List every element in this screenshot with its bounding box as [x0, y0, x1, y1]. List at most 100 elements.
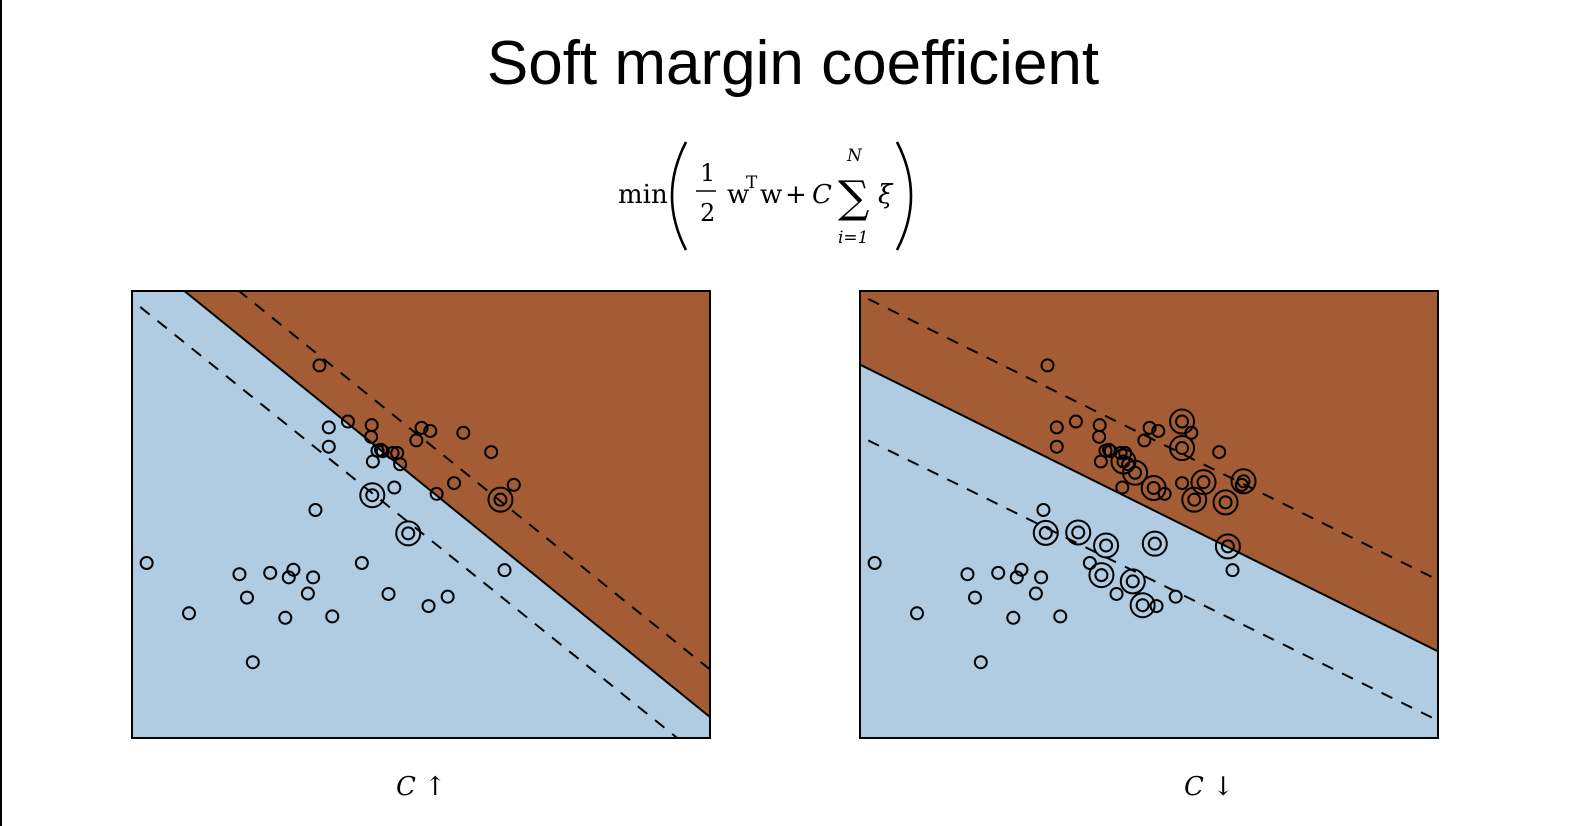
data-point	[321, 420, 336, 435]
data-point	[390, 445, 405, 460]
formula-plus: +	[785, 180, 807, 210]
support-vector-point	[365, 488, 380, 503]
data-point	[423, 423, 438, 438]
support-vector-ring	[395, 520, 422, 547]
data-point	[139, 555, 154, 570]
support-vector-point	[1220, 539, 1235, 554]
data-point	[321, 439, 336, 454]
data-point	[414, 420, 429, 435]
formula-upper-limit: N	[846, 146, 863, 166]
data-point	[1168, 589, 1183, 604]
data-point	[1175, 476, 1190, 491]
data-point	[1036, 503, 1051, 518]
data-point	[429, 486, 444, 501]
margin-upper-line	[867, 298, 1439, 582]
data-point	[232, 567, 247, 582]
support-vector-ring	[1119, 568, 1146, 595]
support-vector-point	[1128, 465, 1143, 480]
data-point	[440, 589, 455, 604]
data-point	[387, 480, 402, 495]
margin-lower-line	[867, 439, 1439, 722]
support-vector-ring	[1129, 592, 1156, 619]
data-point	[1092, 429, 1107, 444]
data-point	[968, 590, 982, 605]
data-point	[1225, 563, 1240, 578]
objective-formula: min 1 2 w T w + C N ∑ i=1 ξ	[618, 141, 913, 251]
decision-boundary	[859, 363, 1439, 653]
data-point	[1082, 555, 1097, 570]
data-point	[1151, 423, 1166, 438]
data-point	[456, 425, 471, 440]
data-point	[910, 606, 924, 621]
support-vector-point	[1094, 568, 1109, 583]
data-point	[1068, 414, 1083, 429]
formula-left-paren	[670, 141, 688, 251]
slide-left-border	[0, 0, 2, 826]
data-point	[867, 555, 882, 570]
data-point	[1034, 570, 1049, 585]
data-point	[381, 586, 396, 601]
data-point	[375, 444, 390, 459]
support-vector-point	[1147, 536, 1162, 551]
data-point	[960, 567, 975, 582]
support-vector-ring	[1141, 530, 1168, 557]
data-point	[506, 477, 521, 492]
caption-c-symbol: C	[1184, 772, 1204, 802]
formula-w-first: w	[727, 180, 749, 210]
data-point	[497, 563, 512, 578]
support-vector-ring	[1122, 459, 1149, 486]
formula-min: min	[618, 180, 668, 210]
data-point	[306, 570, 321, 585]
data-point	[447, 476, 462, 491]
slide-title: Soft margin coefficient	[486, 29, 1100, 98]
support-vector-ring	[1212, 489, 1239, 516]
support-vector-point	[493, 492, 508, 507]
data-point	[1115, 480, 1130, 495]
support-vector-point	[1099, 538, 1114, 553]
formula-coefficient: C	[812, 180, 832, 210]
support-vector-ring	[1140, 475, 1167, 502]
data-point	[364, 429, 379, 444]
support-vector-point	[1175, 441, 1190, 456]
data-point	[1049, 420, 1064, 435]
support-vector-ring	[1032, 519, 1059, 546]
data-point	[182, 606, 196, 621]
support-vector-ring	[359, 482, 386, 509]
support-vector-point	[401, 526, 416, 541]
support-vector-point	[1146, 481, 1161, 496]
support-vector-ring	[1214, 533, 1241, 560]
data-point	[1142, 420, 1157, 435]
support-vector-point	[1236, 474, 1251, 489]
support-vector-ring	[1169, 435, 1196, 462]
support-vector-ring	[1190, 469, 1217, 496]
data-point	[1009, 570, 1024, 585]
support-vector-ring	[1088, 562, 1115, 589]
data-point	[1053, 609, 1068, 624]
data-point	[340, 414, 355, 429]
support-vector-ring	[487, 486, 514, 513]
support-vector-point	[1196, 475, 1211, 490]
support-vector-ring	[1181, 486, 1208, 513]
data-point	[354, 555, 369, 570]
formula-half-denominator: 2	[700, 199, 715, 227]
arrow-up-icon: ↑	[424, 772, 446, 802]
formula-half-numerator: 1	[700, 159, 715, 187]
data-point	[385, 445, 400, 460]
plot-frame	[131, 290, 711, 739]
svm-plot-high-c	[131, 290, 711, 739]
data-point	[281, 570, 296, 585]
data-point	[1014, 562, 1029, 577]
data-point	[409, 433, 424, 448]
arrow-down-icon: ↓	[1212, 772, 1234, 802]
margin-lower-line	[139, 306, 680, 739]
data-point	[370, 443, 385, 458]
svm-plot-low-c	[859, 290, 1439, 739]
data-point	[973, 655, 988, 670]
support-vector-point	[1135, 598, 1150, 613]
data-point	[308, 503, 323, 518]
support-vector-point	[1071, 525, 1086, 540]
support-vector-point	[1218, 495, 1233, 510]
data-point	[300, 586, 315, 601]
data-point	[421, 599, 436, 614]
decision-boundary	[182, 290, 711, 719]
